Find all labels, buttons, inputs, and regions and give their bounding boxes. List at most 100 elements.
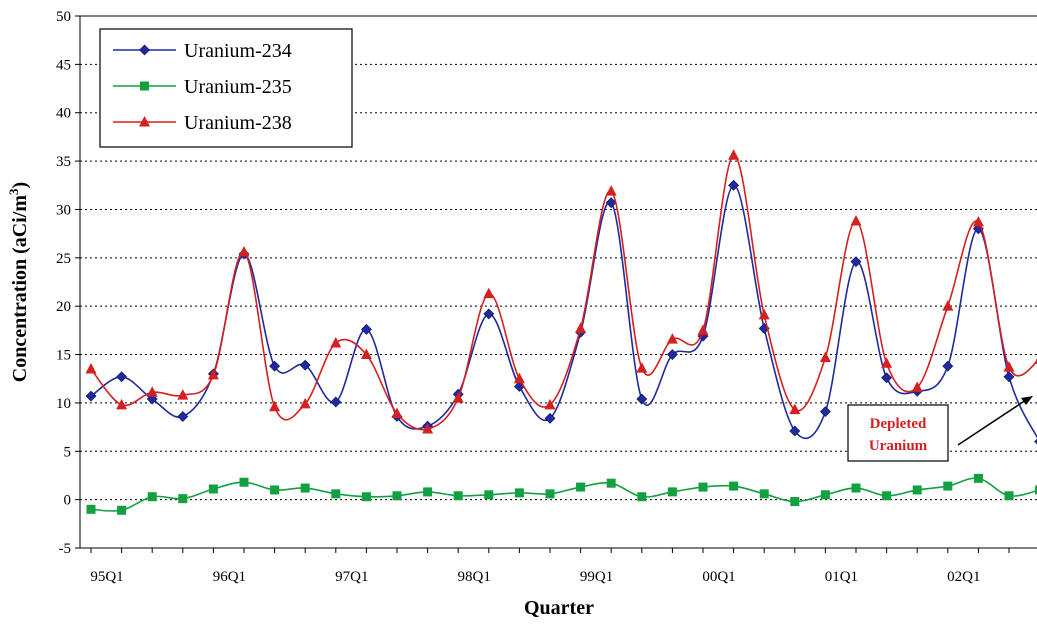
data-point [637,492,647,502]
annotation-arrow [957,397,1030,446]
series-line [90,184,1037,440]
data-point [147,492,157,502]
legend-marker [139,44,150,56]
data-point [423,487,433,497]
data-point [117,505,127,515]
plot-area [79,15,1037,549]
annotation-line-2: Uranium [869,438,928,454]
annotation-arrowhead [1021,396,1033,405]
x-tick-label: 01Q1 [825,569,858,585]
x-axis: 95Q1 96Q1 97Q1 98Q1 99Q1 00Q1 01Q1 02Q1 [90,548,1010,585]
data-point [269,400,281,412]
data-point [299,359,311,371]
y-tick-label: 50 [56,9,71,25]
data-point [483,287,495,299]
x-tick-label: 96Q1 [213,569,246,585]
y-axis-title-close: ) [9,182,31,189]
data-point [698,482,708,492]
data-point [146,386,158,397]
y-tick-label: 10 [56,396,71,412]
data-point [331,489,341,499]
x-tick-label: 02Q1 [947,569,980,585]
data-point [483,308,495,320]
data-point [452,392,464,403]
series-line [90,477,1037,512]
data-point [819,351,831,362]
data-point [484,490,494,500]
y-tick-label: 25 [56,251,71,267]
data-point [636,393,648,405]
y-tick-label: 45 [56,57,71,73]
data-point [392,491,402,501]
data-point [207,368,219,380]
legend-label: Uranium-235 [184,76,292,98]
y-tick-label: -5 [59,541,72,557]
data-point [790,497,800,507]
data-point [177,389,189,400]
data-point [513,372,525,384]
annotation-line-1: Depleted [870,416,927,432]
y-tick-label: 0 [64,493,72,509]
y-axis-title: Concentration (aCi/m3) [6,182,31,382]
x-tick-label: 98Q1 [458,569,491,585]
data-point [881,357,893,368]
data-point [789,425,801,437]
data-point [1004,491,1014,501]
y-axis-title-sup: 3 [6,188,21,195]
legend-marker [139,116,150,127]
data-point [666,349,678,360]
x-axis-title: Quarter [524,597,594,619]
data-point [789,403,801,415]
data-point [361,492,371,502]
data-point [299,397,311,409]
annotation-depleted-uranium: Depleted Uranium [847,396,1033,462]
data-point [238,246,250,257]
data-point [269,360,281,372]
data-point [882,491,892,501]
data-point [911,381,923,392]
legend-label: Uranium-234 [184,40,292,62]
data-point [1003,371,1015,383]
data-point [208,484,218,494]
data-point [759,489,769,499]
data-point [453,491,463,501]
data-point [544,398,556,410]
data-point [606,478,616,488]
legend-label: Uranium-238 [184,112,292,134]
data-point [1003,361,1015,372]
data-point [391,407,403,419]
data-point [666,333,678,344]
data-point [605,185,617,196]
data-point [850,256,862,268]
data-point [116,371,128,383]
data-point [178,494,188,504]
y-axis-title-main: Concentration (aCi/m [9,195,31,383]
data-point [575,322,587,333]
annotation-box [847,404,949,462]
x-tick-label: 97Q1 [335,569,368,585]
series-3 [85,149,1037,434]
data-point [636,362,648,373]
data-point [850,215,862,226]
data-point [544,412,556,424]
data-point [881,372,893,384]
y-tick-label: 5 [64,444,72,460]
series-line [90,154,1037,431]
y-axis: -5 0 5 10 15 20 25 30 35 40 45 50 [56,9,80,557]
data-point [360,348,372,360]
data-point [86,504,96,514]
data-point [973,473,983,483]
data-point [667,487,677,497]
data-point [728,179,740,191]
data-point [545,489,555,499]
data-point [85,390,97,402]
data-point [330,336,342,348]
y-tick-label: 30 [56,202,71,218]
legend: Uranium-234 Uranium-235 Uranium-238 [99,28,353,148]
x-tick-label: 00Q1 [702,569,735,585]
series-group [85,149,1037,515]
data-point [576,482,586,492]
data-point [758,308,770,320]
data-point [943,481,953,491]
data-point [819,406,831,418]
